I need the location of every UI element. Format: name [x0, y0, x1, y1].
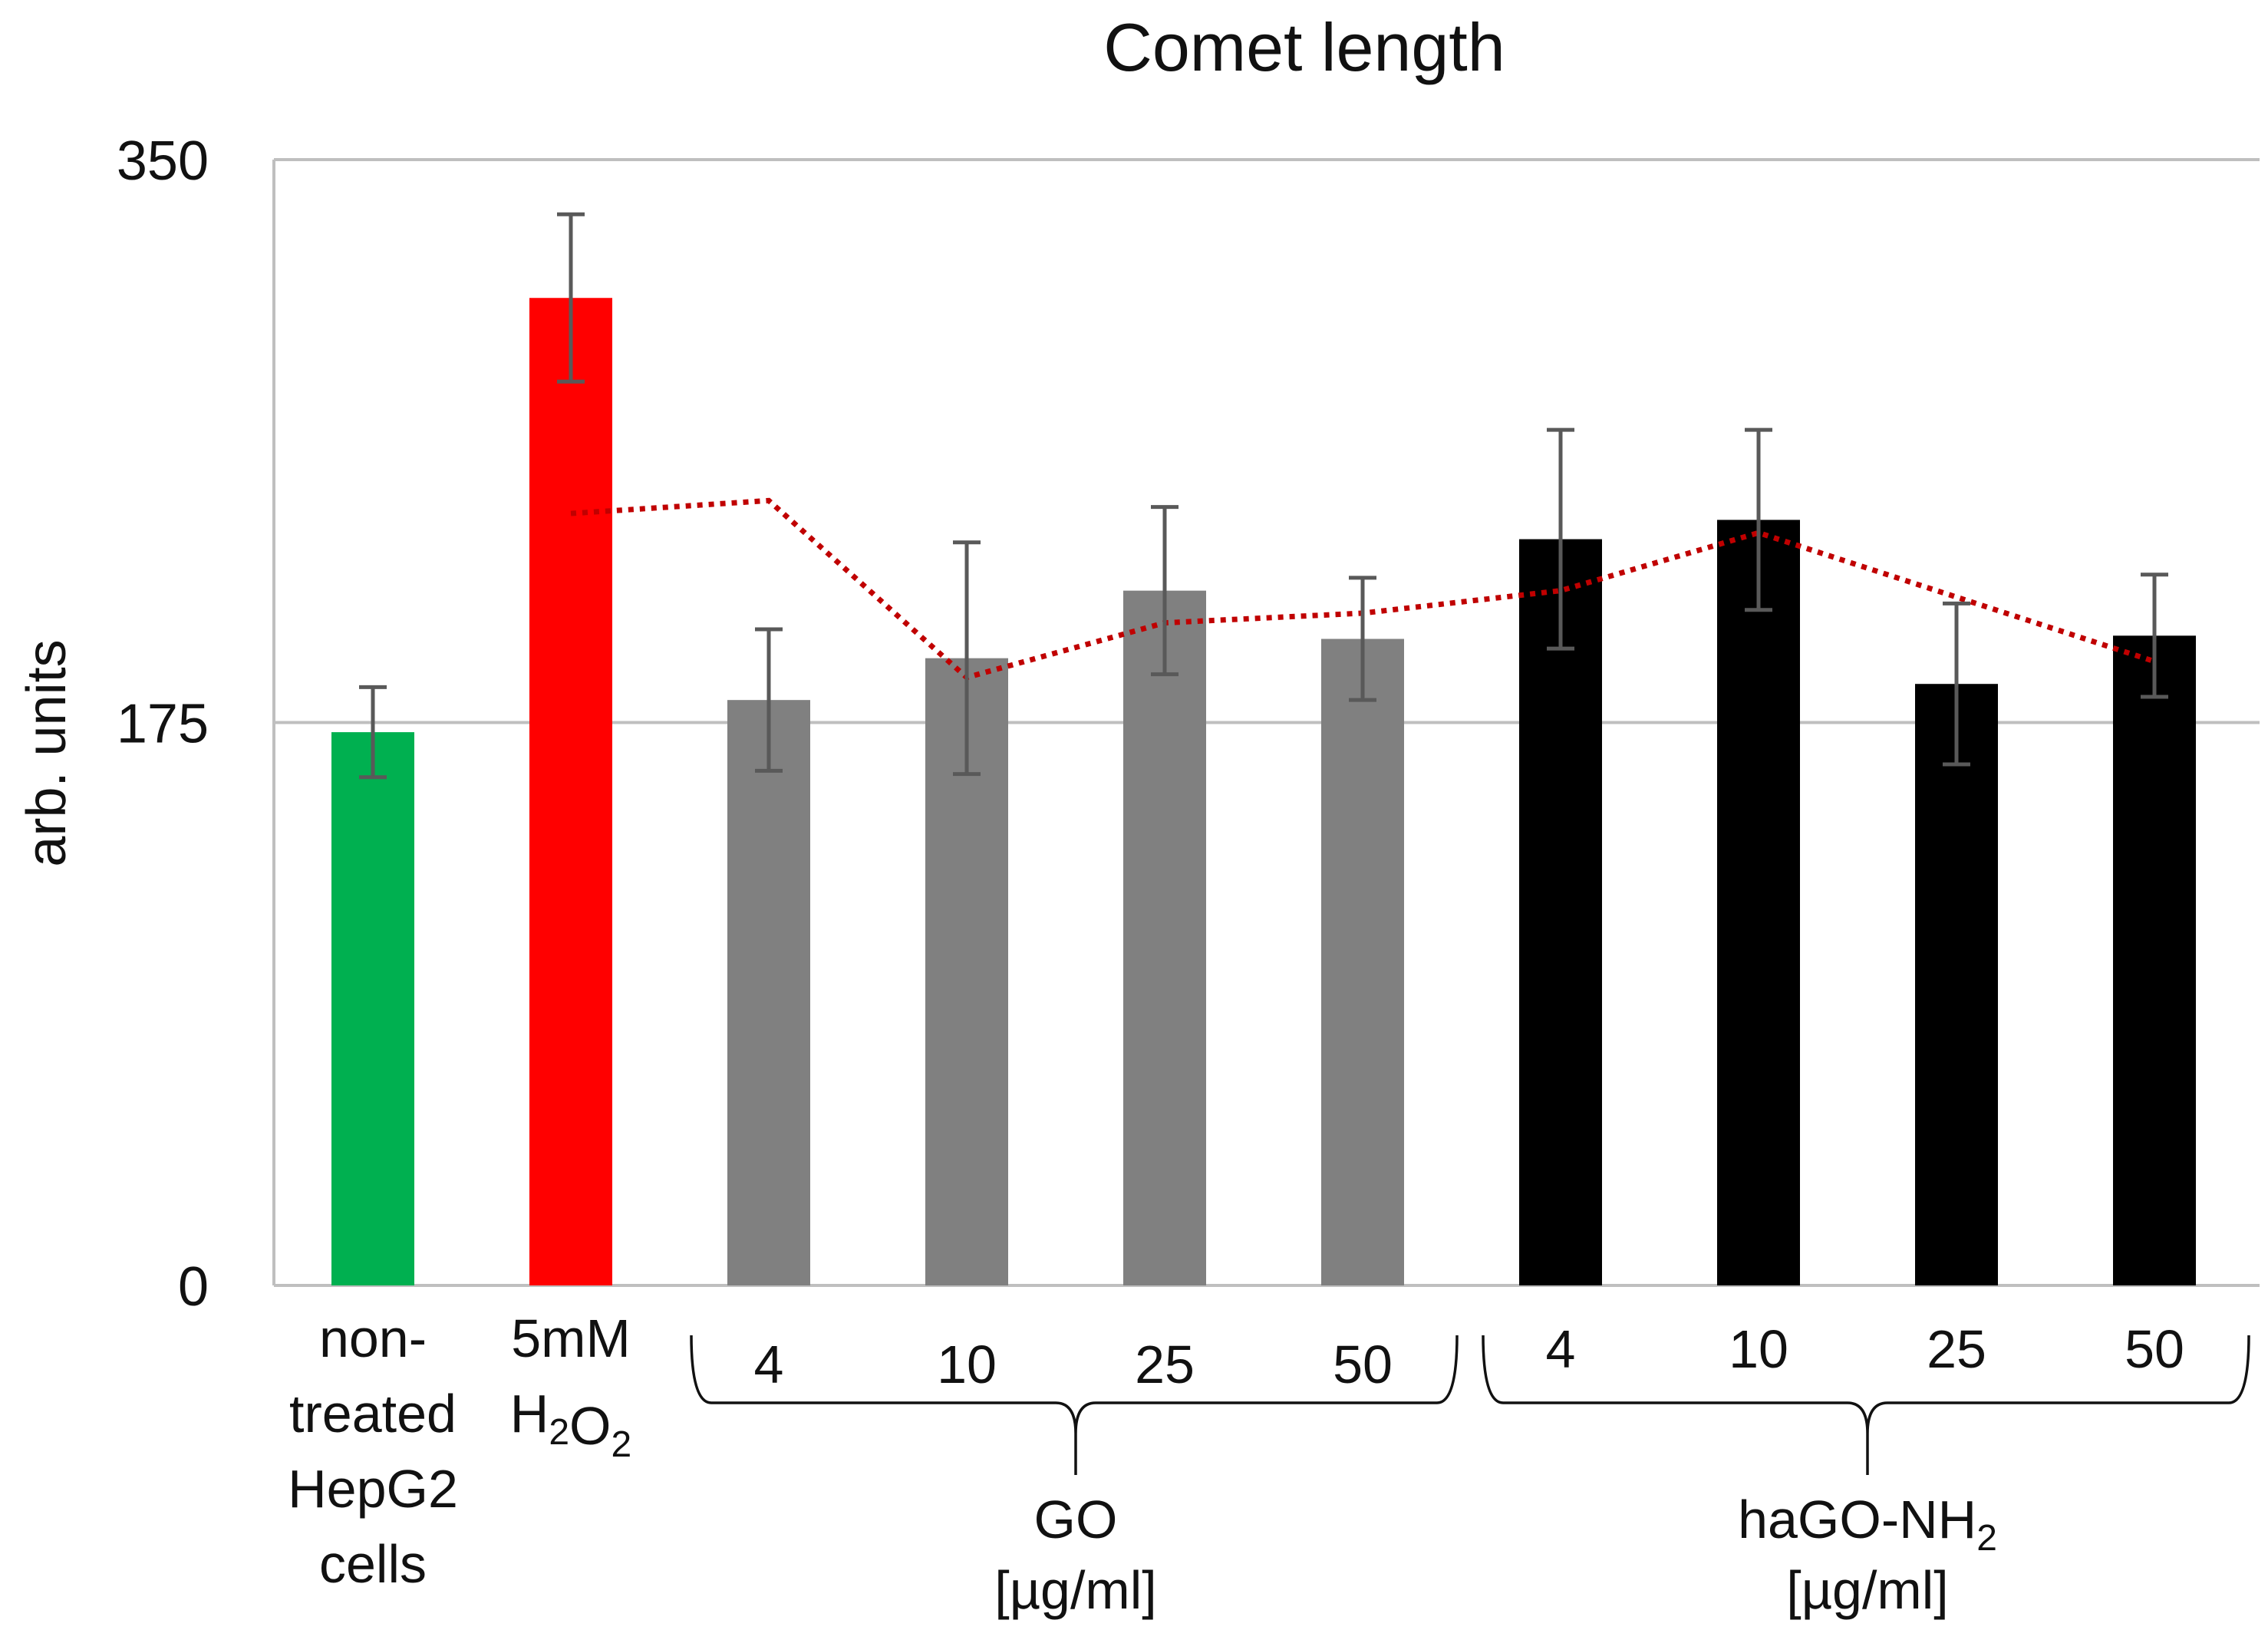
category-label: non- [319, 1308, 427, 1368]
category-label: 10 [1729, 1319, 1788, 1379]
bar-5 [1321, 638, 1404, 1285]
category-label: 4 [754, 1335, 784, 1394]
y-tick-label: 175 [117, 694, 209, 755]
y-axis-tick-labels: 0 175 350 [117, 130, 209, 1318]
bar-8 [1915, 684, 1998, 1285]
bar-6 [1519, 539, 1602, 1285]
error-bar-0 [359, 685, 387, 780]
category-label: 5mM [511, 1308, 631, 1368]
bar-1 [529, 298, 612, 1285]
group-unit-label: [µg/ml] [1786, 1560, 1948, 1620]
bar-4 [1123, 590, 1206, 1285]
y-axis-title: arb. units [16, 639, 77, 866]
category-label: 10 [937, 1335, 997, 1394]
category-labels: non-treated HepG2 cells 5mM H2O2 4 10 25 50 4 10 25… [288, 1308, 2184, 1594]
bar-2 [727, 700, 810, 1285]
category-label: cells [319, 1534, 427, 1594]
category-label: 50 [2125, 1319, 2184, 1379]
error-bar-1 [557, 212, 585, 384]
category-label: treated [289, 1384, 457, 1444]
chart-title: Comet length [1103, 9, 1505, 85]
category-label: H2O2 [510, 1384, 631, 1465]
error-bar-6 [1547, 427, 1574, 651]
group-unit-label: [µg/ml] [994, 1560, 1156, 1620]
bar-9 [2113, 635, 2196, 1285]
error-bar-7 [1745, 427, 1772, 612]
bar-7 [1717, 520, 1800, 1285]
bar-0 [331, 732, 414, 1285]
error-bar-5 [1349, 576, 1376, 702]
error-bar-8 [1943, 601, 1970, 767]
category-label: 25 [1927, 1319, 1986, 1379]
group-brackets: GO[µg/ml]haGO-NH2[µg/ml] [690, 1335, 2250, 1620]
category-label: 4 [1546, 1319, 1576, 1379]
error-bar-3 [953, 540, 981, 777]
error-bar-2 [755, 627, 783, 773]
group-label: GO [1034, 1490, 1118, 1549]
bars [331, 298, 2196, 1285]
category-label: HepG2 [288, 1459, 458, 1519]
y-tick-label: 350 [117, 130, 209, 192]
group-label: haGO-NH2 [1738, 1490, 1997, 1559]
error-bar-9 [2141, 572, 2168, 699]
y-tick-label: 0 [178, 1256, 209, 1318]
category-label: 25 [1135, 1335, 1195, 1394]
category-label: 50 [1333, 1335, 1393, 1394]
bracket-haGO-NH [1482, 1335, 2250, 1475]
bracket-GO [690, 1335, 1459, 1475]
error-bars [359, 212, 2168, 780]
error-bar-4 [1151, 505, 1179, 677]
